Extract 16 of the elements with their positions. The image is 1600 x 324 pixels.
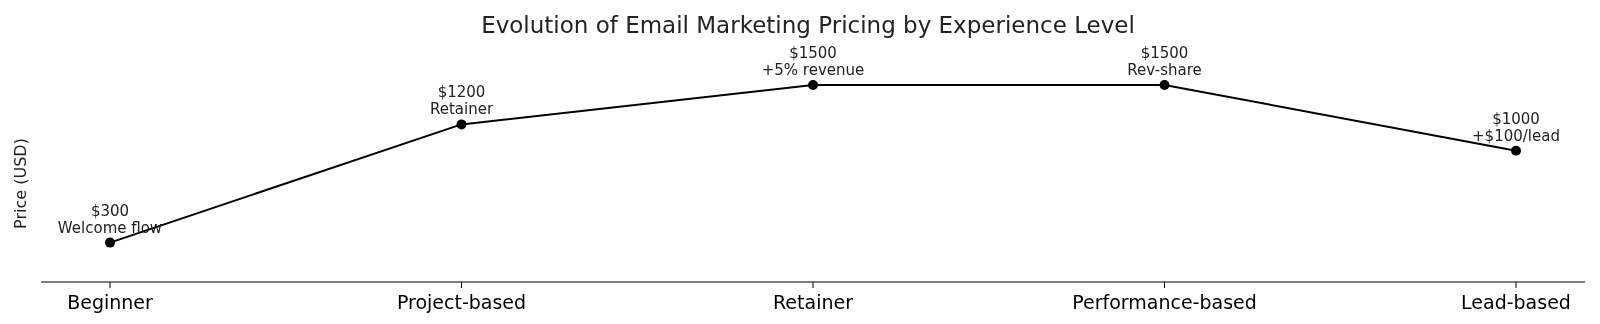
- point: [105, 237, 115, 248]
- point: [456, 119, 467, 130]
- data-label: $1000 +$100/lead: [1472, 109, 1560, 145]
- point: [1511, 145, 1521, 156]
- data-label: $1500 +5% revenue: [761, 44, 865, 79]
- y-axis-title: Price (USD): [11, 138, 30, 229]
- x-tick-label: Lead-based: [1461, 291, 1571, 313]
- x-tick-label: Project-based: [396, 291, 527, 313]
- data-label: $1500 Rev-share: [1127, 44, 1202, 79]
- x-tick-label: Beginner: [67, 291, 154, 313]
- x-tick-label: Retainer: [773, 291, 854, 313]
- data-label: $1200 Retainer: [429, 83, 494, 119]
- chart-title: Evolution of Email Marketing Pricing by Experience Level: [481, 12, 1135, 38]
- x-tick-label: Performance-based: [1072, 291, 1257, 313]
- point: [808, 80, 818, 90]
- point: [1159, 80, 1170, 90]
